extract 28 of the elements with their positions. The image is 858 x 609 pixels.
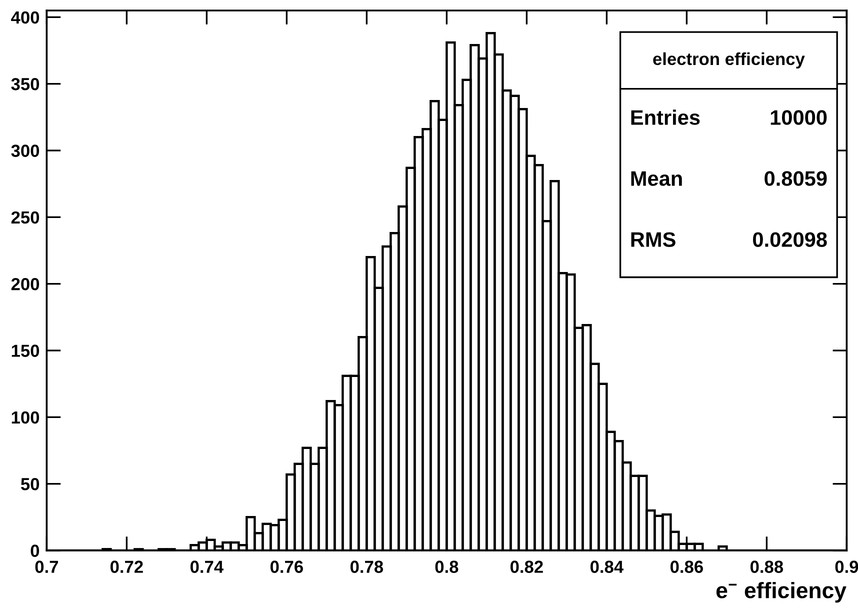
- annotation: 0.02098: [753, 232, 827, 247]
- y-tick-label: 150: [12, 344, 40, 357]
- x-tick-label: 0.78: [350, 560, 384, 573]
- y-tick-label: 300: [11, 144, 40, 157]
- x-tick-label: 0.72: [110, 560, 143, 573]
- x-tick-label: 0.76: [270, 560, 303, 573]
- annotation: electron efficiency: [653, 52, 805, 69]
- y-tick-label: 100: [12, 411, 40, 424]
- y-tick-label: 350: [11, 78, 40, 90]
- annotation: Entries: [631, 110, 700, 125]
- y-tick-label: 250: [11, 211, 40, 224]
- y-tick-label: 0: [30, 544, 40, 557]
- x-tick-label: 0.82: [510, 560, 543, 573]
- x-tick-label: 0.88: [750, 560, 784, 573]
- x-tick-label: 0.84: [590, 560, 624, 573]
- x-tick-label: 0.7: [35, 560, 58, 573]
- y-tick-label: 200: [11, 278, 40, 290]
- x-tick-label: 0.86: [670, 560, 703, 573]
- annotation: Mean: [631, 171, 682, 186]
- y-tick-label: 50: [20, 478, 40, 490]
- x-tick-label: 0.8: [435, 560, 458, 573]
- x-axis-title: e$^{−}$ efficiency: [716, 582, 846, 603]
- x-tick-label: 0.74: [190, 560, 224, 573]
- annotation: 10000: [770, 110, 827, 125]
- x-tick-label: 0.9: [835, 560, 858, 573]
- annotation: RMS: [631, 232, 676, 247]
- annotation: 0.8059: [764, 171, 827, 186]
- y-tick-label: 400: [11, 11, 40, 24]
